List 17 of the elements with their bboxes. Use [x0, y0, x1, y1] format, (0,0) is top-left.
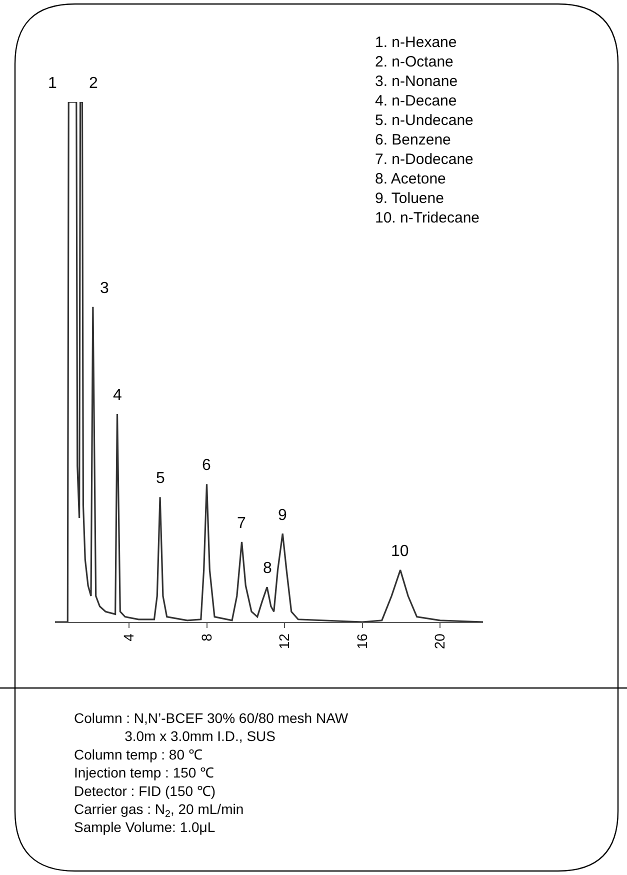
annotation: 6 — [202, 457, 211, 474]
annotation: 8 — [263, 560, 272, 577]
x-tick-label: 12 — [276, 633, 292, 650]
x-tick-label: 20 — [432, 633, 448, 650]
annotation: 3 — [100, 280, 109, 297]
annotation: 9 — [278, 507, 287, 524]
annotation: 1 — [48, 75, 57, 92]
x-tick-label: 8 — [198, 633, 214, 642]
annotation: 7 — [237, 515, 246, 532]
x-tick-label: 4 — [120, 633, 136, 642]
text: Column : N,N’-BCEF 30% 60/80 mesh NAW 3.0m x 3.0mm I.D., SUS Column temp : 80 ℃ Injection temp : 150 ℃ Detector : FID (150 ℃) Carrier gas : N$_{2}$, 20 mL/min Sample Volume: 1.0μL — [74, 710, 348, 836]
annotation: 10 — [391, 543, 409, 560]
annotation: 5 — [156, 470, 165, 487]
annotation: 4 — [113, 387, 122, 404]
annotation: 2 — [89, 75, 98, 92]
text: 1. n-Hexane 2. n-Octane 3. n-Nonane 4. n-Decane 5. n-Undecane 6. Benzene 7. n-Dodecane 8. Acetone 9. Toluene 10. n-Tridecane — [375, 34, 480, 226]
x-tick-label: 16 — [354, 633, 370, 650]
